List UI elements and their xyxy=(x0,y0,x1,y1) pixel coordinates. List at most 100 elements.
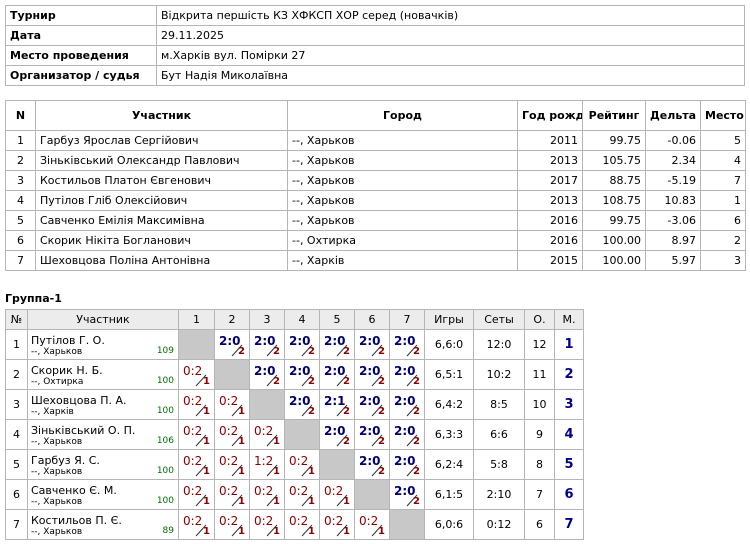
result-cell: 2:0 2 xyxy=(319,419,355,450)
result-points: 1 xyxy=(308,466,315,477)
slash xyxy=(336,344,348,357)
slash xyxy=(406,404,418,417)
result-score: 0:2 xyxy=(289,454,309,468)
result-cell: 0:2 1 xyxy=(249,509,285,540)
result-cell: 0:2 1 xyxy=(214,389,250,420)
participant-cell: Зіньківський Олександр Павлович xyxy=(35,150,288,171)
result-score: 0:2 xyxy=(254,484,274,498)
result-cell: 0:2 1 xyxy=(284,509,320,540)
slash xyxy=(195,464,207,477)
result-score: 0:2 xyxy=(183,514,203,528)
column-header: 4 xyxy=(284,309,320,330)
slash xyxy=(301,374,313,387)
player-cell: Гарбуз Я. С. --, Харьков 100 xyxy=(27,449,179,480)
group-title: Группа-1 xyxy=(5,292,62,305)
slash xyxy=(301,494,313,507)
result-cell: 2:0 2 xyxy=(319,359,355,390)
slash xyxy=(336,374,348,387)
slash xyxy=(336,524,348,537)
participant-cell: 7 xyxy=(5,250,36,271)
info-label: Организатор / судья xyxy=(5,65,157,86)
result-cell: 2:0 2 xyxy=(389,389,425,420)
result-score: 0:2 xyxy=(254,514,274,528)
result-score: 2:0 xyxy=(394,394,416,408)
info-table: Турнир Відкрита першість КЗ ХФКСП ХОР сер… xyxy=(5,5,745,86)
player-cell: Шеховцова П. А. --, Харків 100 xyxy=(27,389,179,420)
games: 6,5:1 xyxy=(424,359,474,390)
result-points: 2 xyxy=(343,436,350,447)
slash xyxy=(371,434,383,447)
player-cell: Скорик Н. Б. --, Охтирка 100 xyxy=(27,359,179,390)
sets: 2:10 xyxy=(473,479,525,510)
result-score: 2:0 xyxy=(254,364,276,378)
result-points: 1 xyxy=(273,526,280,537)
result-points: 2 xyxy=(343,346,350,357)
result-score: 0:2 xyxy=(289,514,309,528)
row-number: 2 xyxy=(5,359,28,390)
player-cell: Савченко Є. М. --, Харьков 100 xyxy=(27,479,179,510)
participant-cell: 2 xyxy=(700,230,746,251)
result-cell: 0:2 1 xyxy=(319,509,355,540)
info-label: Турнир xyxy=(5,5,157,26)
result-cell: 0:2 1 xyxy=(178,479,215,510)
participant-row: 6 Скорик Нікіта Богланович --, Охтирка 2016… xyxy=(5,230,746,251)
participant-cell: -5.19 xyxy=(645,170,701,191)
info-label: Дата xyxy=(5,25,157,46)
group-row: 6 Савченко Є. М. --, Харьков 100 0:2 1 0:2 1 0:2… xyxy=(5,479,584,510)
result-points: 2 xyxy=(308,346,315,357)
result-score: 2:0 xyxy=(324,364,346,378)
participant-cell: --, Харьков xyxy=(287,190,518,211)
place-value: 7 xyxy=(564,517,574,532)
result-points: 1 xyxy=(308,496,315,507)
games: 6,0:6 xyxy=(424,509,474,540)
participant-cell: --, Харьков xyxy=(287,130,518,151)
slash xyxy=(371,344,383,357)
place-value: 6 xyxy=(564,487,574,502)
diagonal-cell xyxy=(284,419,320,450)
result-score: 1:2 xyxy=(254,454,274,468)
result-score: 0:2 xyxy=(219,424,239,438)
result-score: 2:1 xyxy=(324,394,346,408)
participant-cell: 2013 xyxy=(517,190,583,211)
result-points: 1 xyxy=(203,526,210,537)
result-score: 2:0 xyxy=(359,454,381,468)
result-score: 2:0 xyxy=(394,364,416,378)
result-cell: 2:0 2 xyxy=(389,329,425,360)
result-score: 0:2 xyxy=(219,484,239,498)
sets: 10:2 xyxy=(473,359,525,390)
participant-cell: 3 xyxy=(700,250,746,271)
group-row: 4 Зіньківський О. П. --, Харьков 106 0:2 1 0:2… xyxy=(5,419,584,450)
slash xyxy=(301,344,313,357)
slash xyxy=(266,494,278,507)
place-value: 3 xyxy=(564,397,574,412)
player-city: --, Харьков xyxy=(31,496,83,507)
place-value: 1 xyxy=(564,337,574,352)
column-header: Год рожд. xyxy=(517,100,583,131)
result-points: 1 xyxy=(308,526,315,537)
result-points: 2 xyxy=(378,346,385,357)
info-row: Место проведения м.Харків вул. Помірки 27 xyxy=(5,45,745,66)
player-name: Костильов П. Є. xyxy=(31,513,122,527)
place-value: 4 xyxy=(564,427,574,442)
slash xyxy=(266,344,278,357)
participant-cell: 2011 xyxy=(517,130,583,151)
games: 6,3:3 xyxy=(424,419,474,450)
result-cell: 2:0 2 xyxy=(284,389,320,420)
player-name: Скорик Н. Б. xyxy=(31,363,103,377)
participant-row: 7 Шеховцова Поліна Антонівна --, Харків 201… xyxy=(5,250,746,271)
result-points: 2 xyxy=(413,376,420,387)
place: 6 xyxy=(554,479,584,510)
diagonal-cell xyxy=(319,449,355,480)
slash xyxy=(266,434,278,447)
participants-table: N Участник Город Год рожд. Рейтинг Дельта Мест… xyxy=(5,100,746,271)
result-cell: 2:0 2 xyxy=(354,359,390,390)
info-row: Организатор / судья Бут Надія Миколаївна xyxy=(5,65,745,86)
slash xyxy=(406,494,418,507)
result-cell: 0:2 1 xyxy=(284,479,320,510)
participant-cell: 1 xyxy=(5,130,36,151)
participant-cell: 108.75 xyxy=(582,190,646,211)
group-row: 7 Костильов П. Є. --, Харьков 89 0:2 1 0:2 1 0:2… xyxy=(5,509,584,540)
participant-cell: 100.00 xyxy=(582,230,646,251)
result-score: 0:2 xyxy=(183,484,203,498)
